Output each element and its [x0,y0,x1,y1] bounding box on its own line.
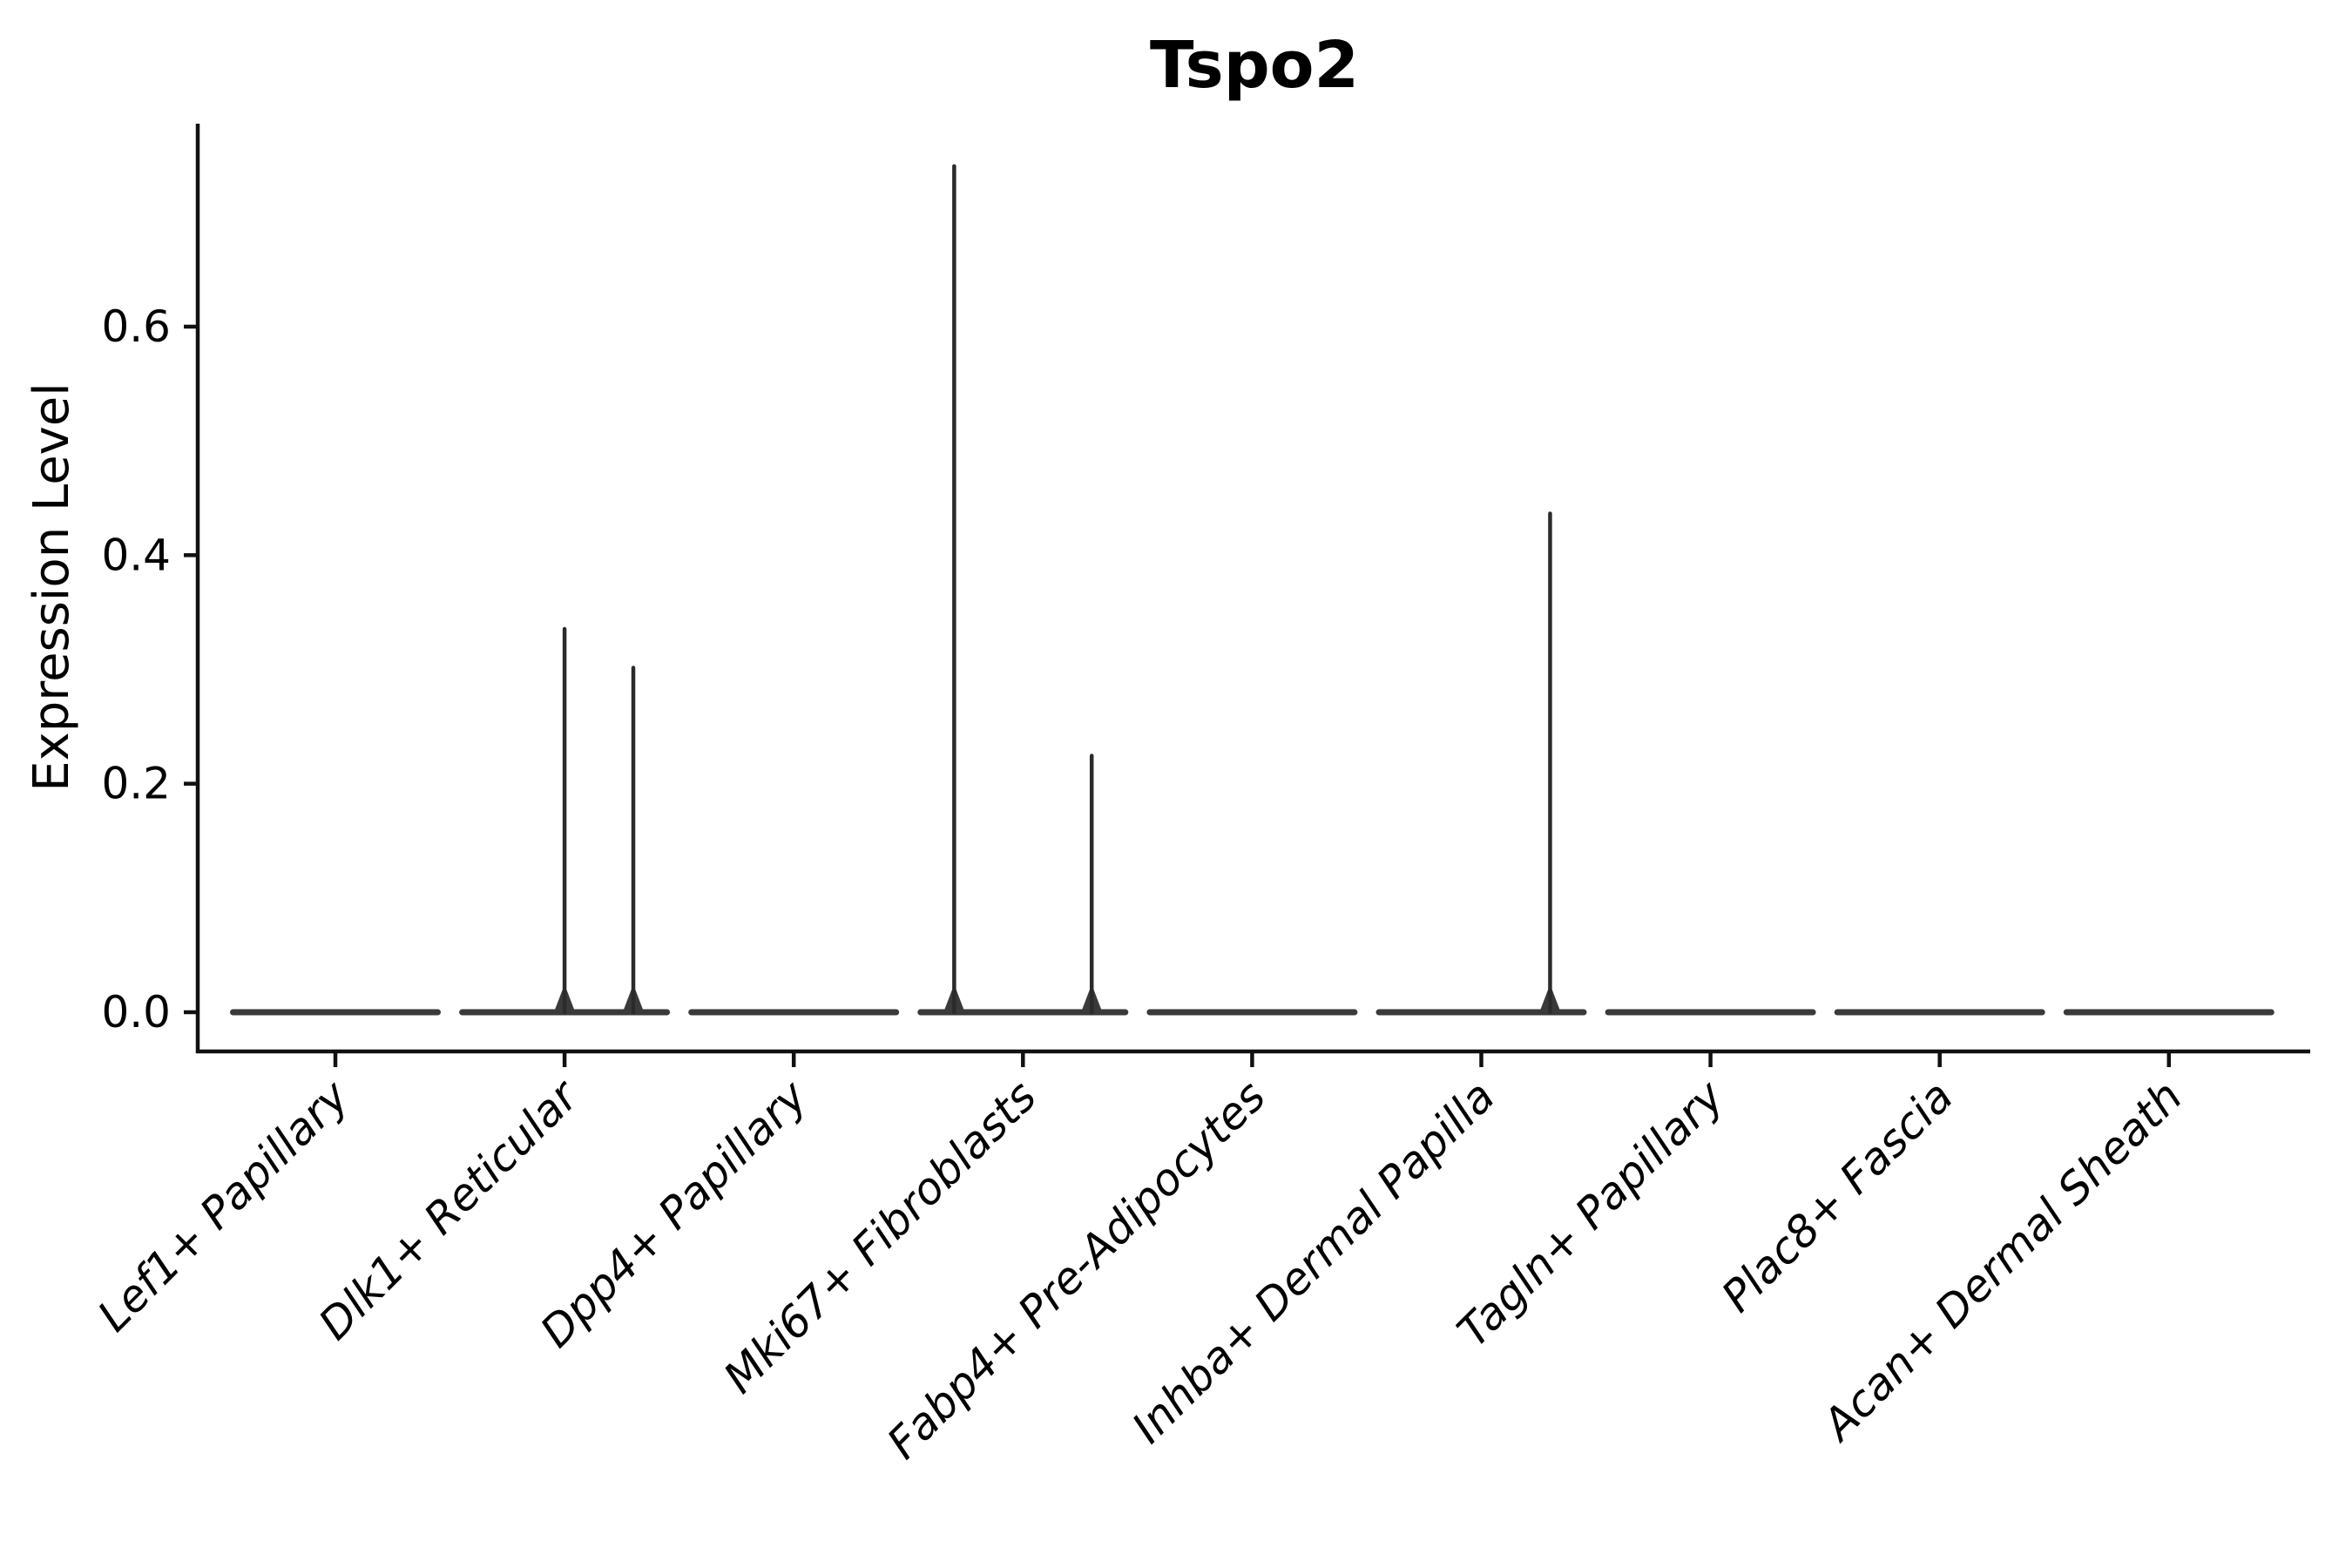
violin-body [230,1009,441,1016]
y-axis-ticks: 0.0 0.2 0.4 0.6 [101,301,198,1037]
y-tick-label: 0.4 [101,530,171,580]
x-tick-label: Plac8+ Fascia [1712,1071,1963,1321]
violin [1605,1009,1816,1016]
violin-body [1146,1009,1358,1016]
violins [230,164,2274,1016]
y-tick-label: 0.0 [101,987,171,1037]
x-tick-label: Inhba+ Dermal Papilla [1123,1071,1504,1452]
violin [459,626,671,1016]
y-axis-label: Expression Level [24,382,80,792]
y-tick-label: 0.2 [101,759,171,809]
violin [230,1009,441,1016]
y-tick-label: 0.6 [101,301,171,352]
violin [1146,1009,1358,1016]
violin-body [1375,1009,1587,1016]
violin-body [2063,1009,2274,1016]
violin [917,164,1129,1016]
x-tick-label: Acan+ Dermal Sheath [1811,1071,2192,1451]
violin-body [688,1009,900,1016]
x-tick-label: Lef1+ Papillary [88,1070,359,1341]
x-tick-label: Fabp4+ Pre-Adipocytes [877,1071,1275,1469]
violin-body [917,1009,1129,1016]
violin [1375,511,1587,1016]
violin-body [1834,1009,2045,1016]
violin [1834,1009,2045,1016]
violin [688,1009,900,1016]
chart-title: Tspo2 [1150,28,1359,103]
violin [2063,1009,2274,1016]
violin-body [1605,1009,1816,1016]
